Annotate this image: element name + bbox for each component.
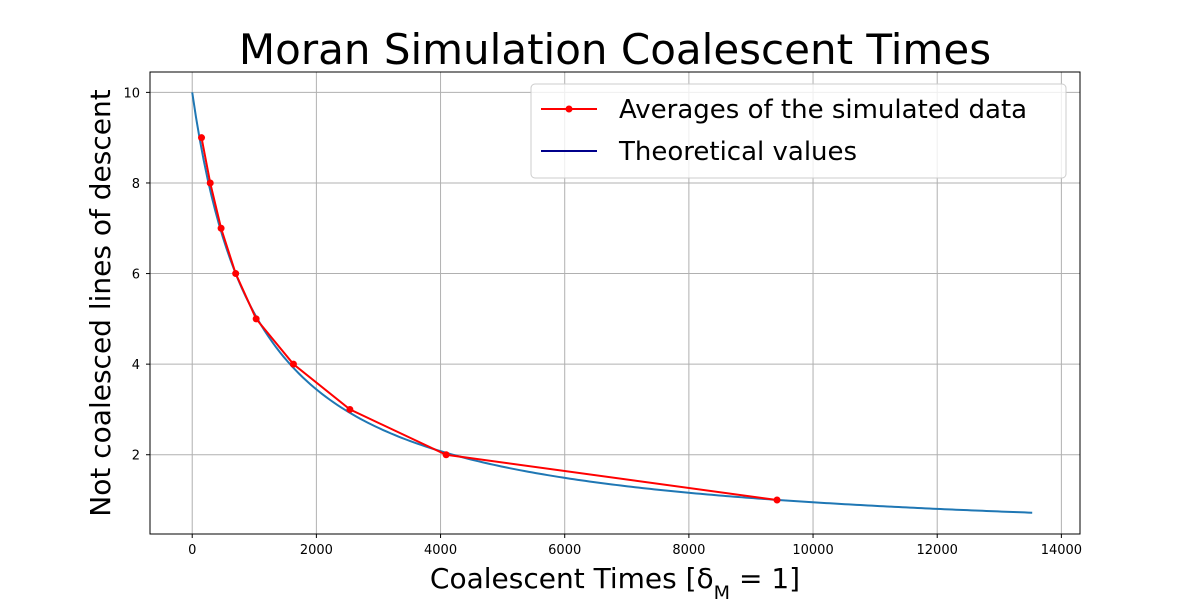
simulated-point bbox=[206, 179, 214, 187]
x-tick-label: 0 bbox=[188, 543, 196, 558]
y-tick-label: 6 bbox=[132, 268, 140, 283]
simulated-point bbox=[232, 270, 240, 278]
simulated-point bbox=[346, 405, 354, 413]
tick-layer: 0 2000 4000 6000 8000 10000 12000 14000 2 4 6 8 10 bbox=[123, 86, 1082, 558]
legend: Averages of the simulated data Theoretic… bbox=[530, 83, 1067, 179]
y-tick-label: 8 bbox=[132, 177, 140, 192]
x-tick-label: 4000 bbox=[424, 543, 457, 558]
simulated-point bbox=[252, 315, 260, 323]
x-tick-label: 2000 bbox=[300, 543, 333, 558]
legend-marker-simulated bbox=[565, 105, 573, 113]
y-tick-label: 4 bbox=[132, 358, 140, 373]
x-tick-label: 12000 bbox=[917, 543, 958, 558]
simulated-point bbox=[289, 360, 297, 368]
plot-frame bbox=[149, 71, 1081, 535]
legend-label-simulated: Averages of the simulated data bbox=[619, 95, 1027, 125]
chart-title: Moran Simulation Coalescent Times bbox=[239, 25, 991, 74]
simulated-point bbox=[217, 224, 225, 232]
y-axis-label: Not coalesced lines of descent bbox=[84, 89, 117, 516]
x-tick-label: 8000 bbox=[672, 543, 705, 558]
series-layer bbox=[191, 92, 1033, 514]
legend-box bbox=[530, 83, 1067, 179]
simulated-line bbox=[200, 137, 778, 502]
x-tick-label: 14000 bbox=[1041, 543, 1082, 558]
simulated-point bbox=[773, 496, 781, 504]
y-tick-label: 10 bbox=[123, 86, 140, 101]
x-tick-label: 6000 bbox=[548, 543, 581, 558]
simulated-point bbox=[442, 451, 450, 459]
x-axis-label: Coalescent Times [δM = 1] bbox=[430, 562, 800, 600]
simulated-point bbox=[198, 134, 206, 142]
y-tick-label: 2 bbox=[132, 449, 140, 464]
legend-label-theoretical: Theoretical values bbox=[618, 137, 857, 167]
theoretical-curve bbox=[191, 92, 1033, 514]
x-tick-label: 10000 bbox=[792, 543, 833, 558]
